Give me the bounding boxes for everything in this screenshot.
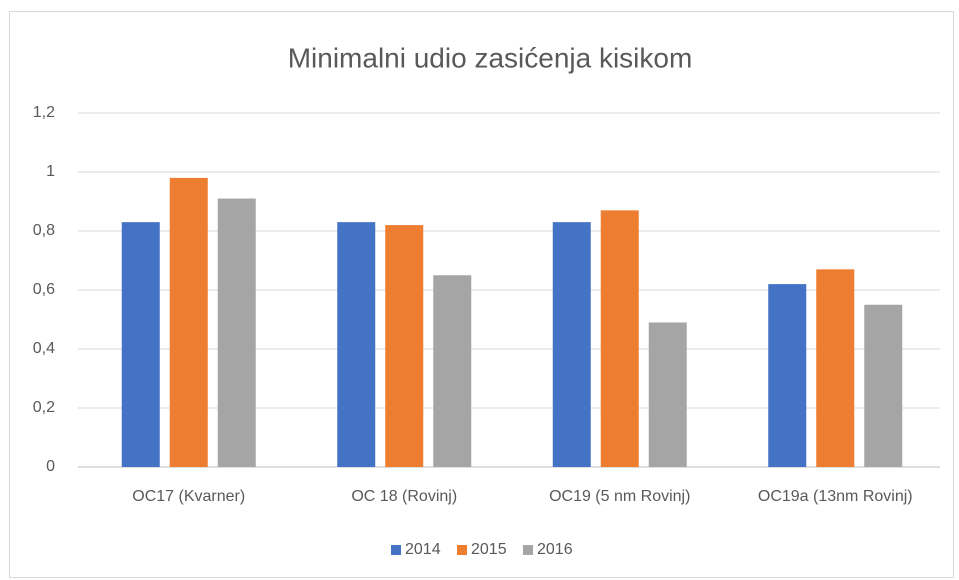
x-tick-label: OC17 (Kvarner) (132, 488, 245, 505)
x-tick-label: OC19 (5 nm Rovinj) (549, 488, 690, 505)
chart-title: Minimalni udio zasićenja kisikom (288, 42, 693, 73)
y-tick-label: 0,2 (33, 399, 55, 416)
y-tick-label: 0,6 (33, 281, 55, 298)
bar (600, 210, 639, 467)
legend-swatch (523, 545, 533, 555)
legend-label: 2016 (537, 541, 573, 558)
y-tick-label: 0,4 (33, 340, 55, 357)
bar (121, 222, 160, 467)
legend-swatch (457, 545, 467, 555)
bar (552, 222, 591, 467)
legend-label: 2015 (471, 541, 507, 558)
legend-swatch (391, 545, 401, 555)
bar (864, 304, 903, 467)
y-tick-label: 1 (46, 163, 55, 180)
bar (816, 269, 855, 467)
bar (169, 177, 208, 467)
bar (648, 322, 687, 467)
bar (217, 198, 256, 468)
x-tick-label: OC19a (13nm Rovinj) (758, 488, 913, 505)
bar (337, 222, 376, 467)
legend-label: 2014 (405, 541, 441, 558)
y-tick-label: 1,2 (33, 104, 55, 121)
bar (385, 225, 424, 467)
bar (433, 275, 472, 467)
y-tick-label: 0,8 (33, 222, 55, 239)
bar (768, 284, 807, 467)
x-tick-label: OC 18 (Rovinj) (351, 488, 457, 505)
y-tick-label: 0 (46, 458, 55, 475)
